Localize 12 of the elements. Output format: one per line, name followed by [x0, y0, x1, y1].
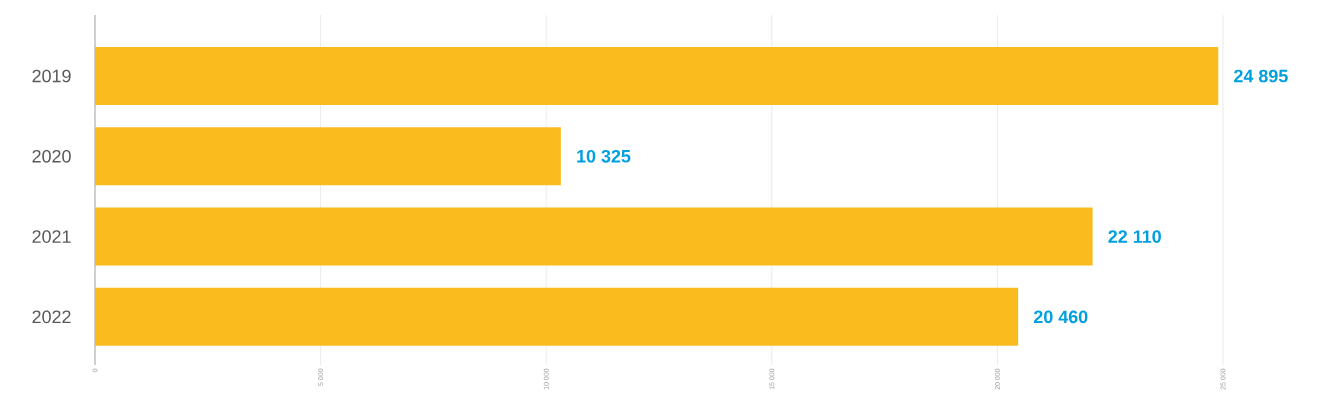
data-label: 20 460 — [1033, 310, 1088, 324]
bar — [95, 207, 1093, 266]
data-label: 24 895 — [1234, 69, 1288, 83]
y-tick-label: 2020 — [32, 149, 71, 163]
data-label: 22 110 — [1108, 230, 1161, 243]
y-tick-label: 2019 — [32, 69, 71, 83]
y-tick-label: 2021 — [32, 230, 71, 243]
bar — [95, 127, 561, 186]
bar — [95, 47, 1219, 106]
y-tick-label: 2022 — [32, 310, 71, 324]
bar — [95, 287, 1019, 346]
data-label: 10 325 — [577, 149, 631, 163]
